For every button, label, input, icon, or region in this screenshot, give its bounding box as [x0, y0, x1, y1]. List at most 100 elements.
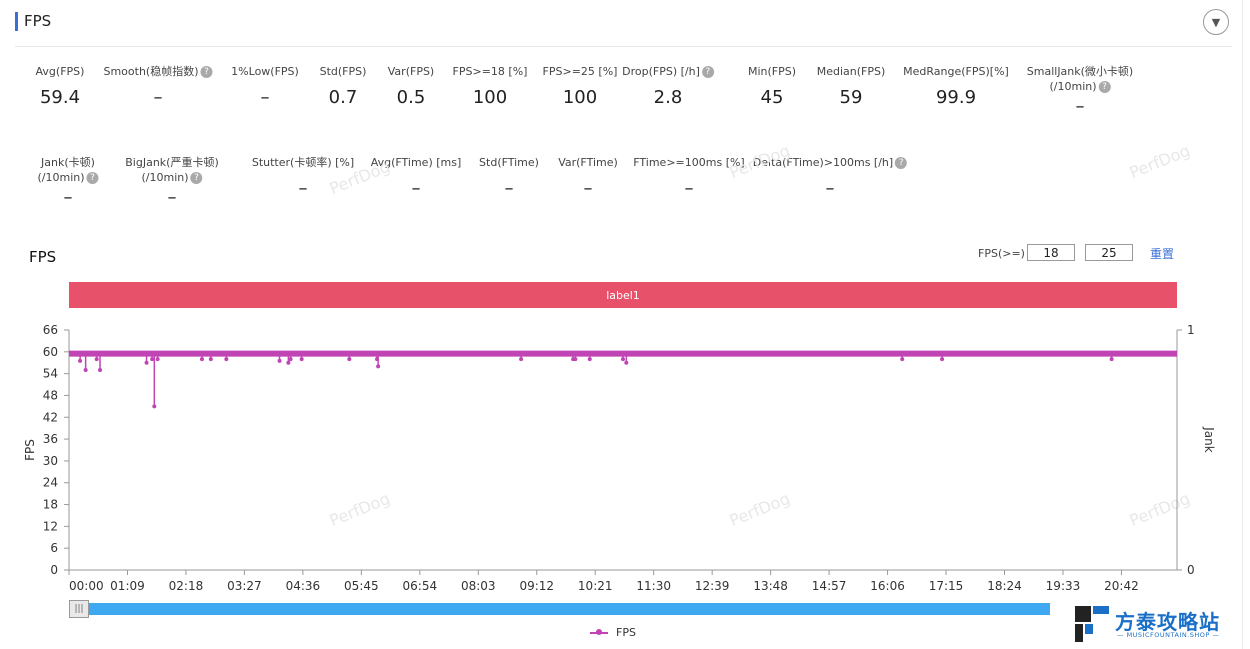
series-fps-point — [376, 364, 381, 369]
y-tick-label: 48 — [43, 388, 58, 402]
metric-row2-0: Jank(卡顿) (/10min)? – — [37, 155, 99, 209]
x-tick-label: 14:57 — [812, 579, 847, 593]
x-tick-label: 08:03 — [461, 579, 496, 593]
metric-row1-8: Min(FPS) 45 — [748, 64, 796, 109]
metric-label-text: 1%Low(FPS) — [231, 65, 299, 78]
metric-label-text: Std(FTime) — [479, 156, 539, 169]
y-tick-label: 54 — [43, 367, 58, 381]
zoom-slider-track[interactable] — [70, 603, 1050, 615]
help-icon[interactable]: ? — [86, 172, 99, 184]
metric-label-unit: (/10min) — [37, 171, 85, 184]
metric-label-text: BigJank(严重卡顿) — [125, 156, 219, 169]
y2-axis-label: Jank — [1202, 426, 1216, 452]
y2-tick-label: 1 — [1187, 323, 1195, 337]
metric-label: Delta(FTime)>100ms [/h]? — [753, 155, 908, 170]
metric-value: – — [684, 178, 694, 199]
x-tick-label: 13:48 — [753, 579, 788, 593]
series-fps-point — [144, 360, 149, 365]
metric-label: Median(FPS) — [817, 64, 886, 79]
y-tick-label: 18 — [43, 498, 58, 512]
metric-label-text: Min(FPS) — [747, 65, 797, 78]
legend-item-fps[interactable]: FPS — [590, 626, 636, 639]
metric-label: Drop(FPS) [/h]? — [622, 64, 714, 79]
x-tick-label: 10:21 — [578, 579, 613, 593]
metric-label: 1%Low(FPS) — [231, 64, 299, 79]
metric-row1-1: Smooth(稳帧指数)? – — [103, 64, 213, 109]
collapse-button[interactable]: ▼ — [1203, 9, 1229, 35]
section-header: FPS ▼ — [0, 0, 1250, 47]
metric-value: – — [260, 87, 270, 108]
x-tick-label: 16:06 — [870, 579, 905, 593]
metric-value: 59 — [839, 87, 863, 108]
metric-row1-6: FPS>=25 [%] 100 — [543, 64, 618, 109]
metric-label-text: Avg(FTime) [ms] — [370, 156, 462, 169]
metric-row1-0: Avg(FPS) 59.4 — [36, 64, 85, 109]
help-icon[interactable]: ? — [701, 66, 714, 78]
logo-mark-icon — [1075, 606, 1109, 642]
metric-value: – — [153, 87, 163, 108]
threshold-label: FPS(>=) — [978, 247, 1025, 260]
metric-label: FPS>=18 [%] — [453, 64, 528, 79]
logo-subtext: — MUSICFOUNTAIN.SHOP — — [1117, 631, 1220, 639]
chevron-down-icon: ▼ — [1211, 15, 1221, 29]
zoom-slider-handle[interactable]: ||| — [69, 600, 89, 618]
metric-row2-7: Delta(FTime)>100ms [/h]? – — [753, 155, 908, 200]
metric-label: Jank(卡顿) (/10min)? — [37, 155, 99, 185]
y-tick-label: 36 — [43, 432, 58, 446]
metric-row2-4: Std(FTime) – — [479, 155, 539, 200]
x-tick-label: 09:12 — [519, 579, 554, 593]
metric-value: 45 — [760, 87, 784, 108]
y-tick-label: 12 — [43, 519, 58, 533]
panel-right-border — [1242, 0, 1243, 649]
metric-row2-2: Stutter(卡顿率) [%] – — [252, 155, 354, 200]
y-tick-label: 0 — [50, 563, 58, 577]
y-tick-label: 42 — [43, 410, 58, 424]
series-fps-point — [199, 357, 204, 362]
help-icon[interactable]: ? — [190, 172, 203, 184]
metric-label: Min(FPS) — [748, 64, 796, 79]
metric-row1-3: Std(FPS) 0.7 — [320, 64, 367, 109]
metric-label-text: Std(FPS) — [319, 65, 367, 78]
metric-row2-5: Var(FTime) – — [558, 155, 618, 200]
metric-value: – — [298, 178, 308, 199]
logo-text: 方泰攻略站 — [1115, 610, 1220, 634]
y-tick-label: 6 — [50, 541, 58, 555]
series-fps-point — [150, 357, 155, 362]
threshold-input-1[interactable] — [1027, 244, 1075, 261]
grip-icon: ||| — [74, 604, 84, 614]
metric-label: FTime>=100ms [%] — [633, 155, 744, 170]
help-icon[interactable]: ? — [895, 157, 908, 169]
metric-label: Avg(FTime) [ms] — [371, 155, 462, 170]
series-fps-point — [624, 360, 629, 365]
metric-label: Var(FPS) — [388, 64, 434, 79]
section-title: FPS — [24, 12, 52, 30]
help-icon[interactable]: ? — [1098, 81, 1111, 93]
metric-label: Avg(FPS) — [36, 64, 85, 79]
metric-label: MedRange(FPS)[%] — [903, 64, 1009, 79]
metric-row1-7: Drop(FPS) [/h]? 2.8 — [622, 64, 714, 109]
metric-row2-3: Avg(FTime) [ms] – — [371, 155, 462, 200]
y-tick-label: 24 — [43, 476, 58, 490]
reset-link[interactable]: 重置 — [1150, 247, 1175, 261]
metric-label: Std(FPS) — [320, 64, 367, 79]
threshold-input-2[interactable] — [1085, 244, 1133, 261]
metric-label-text: Median(FPS) — [816, 65, 886, 78]
chart-title: FPS — [29, 248, 57, 266]
metric-label-text: Smooth(稳帧指数) — [103, 65, 199, 78]
x-tick-label: 01:09 — [110, 579, 145, 593]
label-band[interactable]: label1 — [69, 282, 1177, 308]
series-fps-point — [1109, 357, 1114, 362]
metric-value: – — [825, 178, 835, 199]
x-tick-label: 03:27 — [227, 579, 262, 593]
series-fps-point — [98, 368, 103, 372]
series-fps-point — [277, 358, 282, 363]
header-divider — [15, 46, 1232, 47]
metric-label-text: Drop(FPS) [/h] — [622, 65, 700, 78]
metric-label: FPS>=25 [%] — [543, 64, 618, 79]
series-fps-point — [900, 357, 905, 362]
y-axis-label: FPS — [23, 439, 37, 461]
help-icon[interactable]: ? — [200, 66, 213, 78]
x-tick-label: 19:33 — [1046, 579, 1081, 593]
legend-line-icon — [590, 628, 608, 635]
